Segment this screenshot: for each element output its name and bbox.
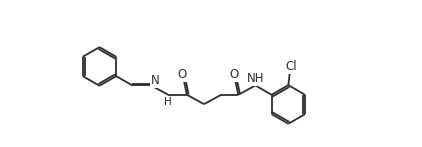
- Text: Cl: Cl: [286, 60, 297, 73]
- Text: O: O: [178, 68, 187, 81]
- Text: NH: NH: [247, 72, 264, 85]
- Text: O: O: [229, 68, 238, 81]
- Text: H: H: [164, 97, 172, 107]
- Text: N: N: [151, 74, 160, 87]
